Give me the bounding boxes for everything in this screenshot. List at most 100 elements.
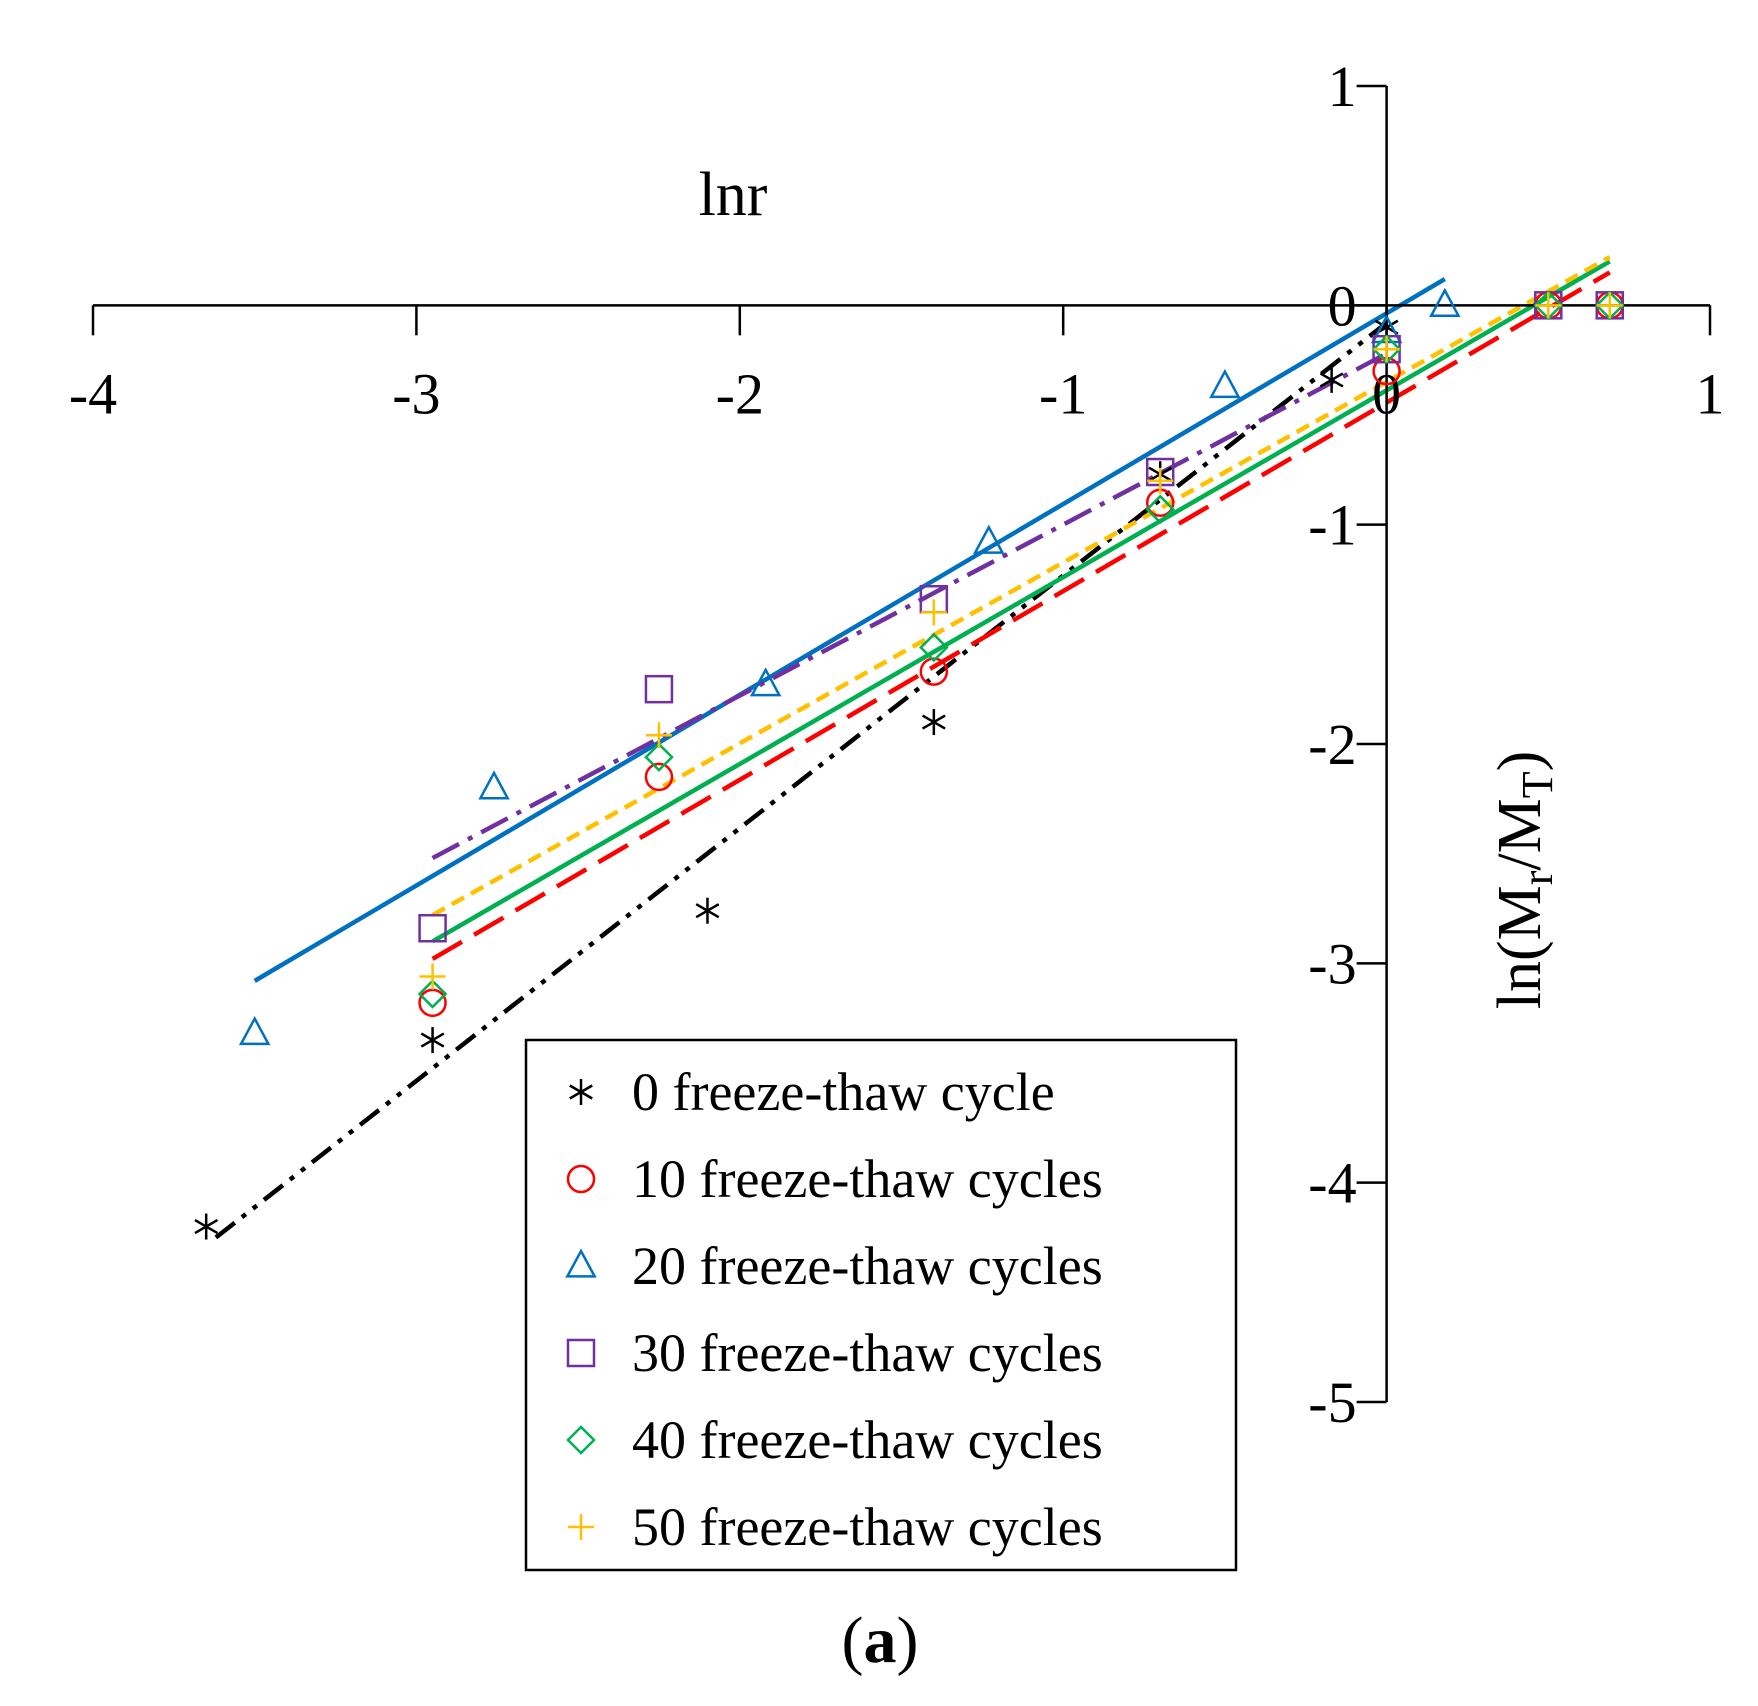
square-marker	[418, 913, 447, 943]
data-point	[565, 1248, 597, 1278]
fit-line	[431, 255, 1611, 918]
data-point	[695, 897, 720, 924]
diamond-marker	[1145, 494, 1175, 525]
y-axis-title-sub-t: T	[1513, 771, 1562, 798]
legend-items: 0 freeze-thaw cycle 10 freeze-thaw cycles…	[565, 1062, 1103, 1557]
square-marker	[644, 674, 674, 704]
legend-label: 30 freeze-thaw cycles	[632, 1323, 1103, 1383]
data-point	[417, 979, 448, 1009]
x-ticks: -4 -3 -2 -1 0 1	[69, 305, 1725, 426]
x-tick-label: 0	[1372, 361, 1401, 426]
y-tick-label: -4	[1308, 1151, 1356, 1216]
caption-close: )	[897, 1604, 919, 1677]
triangle-marker	[1209, 368, 1241, 399]
triangle-marker	[749, 667, 782, 697]
data-point	[644, 742, 674, 772]
legend-label: 40 freeze-thaw cycles	[632, 1410, 1103, 1470]
caption-open: (	[842, 1604, 864, 1677]
diamond-marker	[566, 1425, 596, 1455]
x-tick-label: -1	[1039, 361, 1087, 426]
asterisk-marker-stroke	[569, 1084, 593, 1100]
legend-label: 10 freeze-thaw cycles	[632, 1149, 1103, 1209]
caption-letter: a	[864, 1604, 897, 1677]
data-point	[238, 1015, 271, 1046]
data-point	[645, 722, 672, 749]
asterisk-marker-stroke	[420, 1032, 445, 1048]
legend-item: 50 freeze-thaw cycles	[568, 1497, 1103, 1557]
y-tick-label: -3	[1308, 931, 1356, 996]
y-axis-title: ln(Mr/MT)	[1486, 751, 1562, 1010]
data-point	[921, 709, 946, 736]
y-axis-title-sub-r: r	[1513, 870, 1562, 885]
data-point	[566, 1164, 596, 1194]
y-tick-label: 0	[1328, 273, 1357, 338]
legend-label: 20 freeze-thaw cycles	[632, 1236, 1103, 1296]
legend-item: 0 freeze-thaw cycle	[569, 1062, 1055, 1122]
x-tick-label: -3	[392, 361, 440, 426]
triangle-marker	[565, 1248, 597, 1278]
circle-marker	[418, 988, 447, 1018]
y-axis-title-mid: /M	[1486, 798, 1554, 870]
figure-caption: (a)	[842, 1604, 919, 1677]
data-point	[919, 657, 949, 686]
y-tick-label: -5	[1308, 1370, 1356, 1435]
data-point	[418, 913, 447, 943]
legend-box	[524, 1038, 1238, 1572]
x-tick-label: -2	[716, 361, 764, 426]
legend-label: 50 freeze-thaw cycles	[632, 1497, 1103, 1557]
data-point	[1209, 368, 1241, 399]
y-tick-label: -1	[1308, 493, 1356, 558]
diamond-marker	[644, 742, 674, 772]
data-point	[419, 963, 446, 990]
y-tick-label: -2	[1308, 712, 1356, 777]
data-point	[478, 770, 510, 800]
x-axis-title: lnr	[699, 161, 768, 229]
data-point	[566, 1425, 596, 1455]
asterisk-marker-stroke	[695, 903, 720, 919]
data-point	[420, 1027, 445, 1054]
legend-label: 0 freeze-thaw cycle	[632, 1062, 1055, 1122]
diamond-marker	[417, 979, 448, 1009]
data-point	[1145, 494, 1175, 525]
fit-lines	[214, 255, 1611, 1240]
data-point	[569, 1079, 593, 1105]
triangle-marker	[973, 524, 1005, 554]
asterisk-marker-stroke	[194, 1218, 219, 1235]
circle-marker	[566, 1164, 596, 1194]
data-point	[1373, 336, 1400, 363]
asterisk-marker-stroke	[1319, 372, 1344, 388]
data-point	[920, 599, 947, 626]
data-point	[1596, 292, 1623, 319]
data-point	[1147, 467, 1174, 494]
markers	[194, 287, 1625, 1240]
x-tick-label: 1	[1696, 361, 1725, 426]
data-point	[919, 632, 949, 663]
y-ticks: 1 0 -1 -2 -3 -4 -5	[1308, 54, 1387, 1435]
x-tick-label: -4	[69, 361, 117, 426]
data-point	[749, 667, 782, 697]
data-point	[1535, 292, 1562, 319]
data-point	[1319, 366, 1344, 393]
data-point	[1429, 287, 1461, 317]
data-point	[194, 1213, 219, 1240]
legend-item: 10 freeze-thaw cycles	[566, 1149, 1103, 1209]
legend-item: 30 freeze-thaw cycles	[566, 1323, 1103, 1383]
fit-line	[253, 277, 1446, 983]
fit-line	[431, 351, 1388, 861]
triangle-marker	[238, 1015, 271, 1046]
circle-marker	[644, 762, 674, 792]
data-point	[644, 762, 674, 792]
legend-item: 40 freeze-thaw cycles	[566, 1410, 1103, 1470]
data-point	[973, 524, 1005, 554]
circle-marker	[919, 657, 949, 686]
legend-item: 20 freeze-thaw cycles	[565, 1236, 1103, 1296]
triangle-marker	[478, 770, 510, 800]
asterisk-marker-stroke	[921, 714, 946, 730]
y-axis-title-end: )	[1486, 751, 1554, 772]
legend: 0 freeze-thaw cycle 10 freeze-thaw cycles…	[524, 1038, 1238, 1572]
fit-line	[431, 270, 1611, 961]
data-point	[418, 988, 447, 1018]
data-point	[566, 1338, 596, 1368]
fit-line	[431, 259, 1611, 944]
